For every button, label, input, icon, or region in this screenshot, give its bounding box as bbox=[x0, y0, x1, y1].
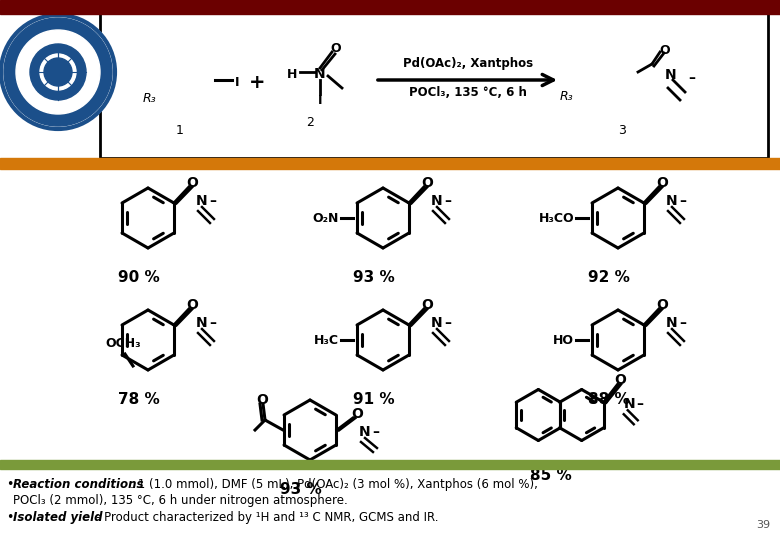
Text: Isolated yield: Isolated yield bbox=[13, 511, 102, 524]
Text: - Product characterized by ¹H and ¹³ C NMR, GCMS and IR.: - Product characterized by ¹H and ¹³ C N… bbox=[96, 511, 438, 524]
Text: Reaction conditions: Reaction conditions bbox=[13, 478, 144, 491]
Text: R₃: R₃ bbox=[560, 90, 573, 103]
Text: –: – bbox=[679, 316, 686, 330]
Text: 3: 3 bbox=[618, 124, 626, 137]
Text: H: H bbox=[287, 68, 297, 80]
Text: O: O bbox=[186, 298, 198, 312]
Text: N: N bbox=[314, 67, 326, 81]
Bar bbox=[100, 10, 768, 158]
Text: N: N bbox=[431, 316, 442, 330]
Text: •: • bbox=[6, 511, 13, 524]
Text: R₃: R₃ bbox=[143, 91, 157, 105]
Text: POCl₃, 135 °C, 6 h: POCl₃, 135 °C, 6 h bbox=[409, 85, 527, 98]
Text: 90 %: 90 % bbox=[118, 271, 160, 286]
Text: O: O bbox=[660, 44, 670, 57]
Text: –: – bbox=[209, 316, 216, 330]
Text: –: – bbox=[209, 194, 216, 208]
Text: –: – bbox=[636, 397, 643, 411]
Text: I: I bbox=[317, 93, 322, 106]
Text: I: I bbox=[235, 76, 239, 89]
Text: 78 %: 78 % bbox=[118, 393, 160, 408]
Text: +: + bbox=[249, 72, 265, 91]
Circle shape bbox=[16, 30, 100, 114]
Text: O: O bbox=[656, 176, 668, 190]
Text: N: N bbox=[431, 194, 442, 208]
Text: O: O bbox=[656, 298, 668, 312]
Text: 2: 2 bbox=[306, 116, 314, 129]
Text: Pd(OAc)₂, Xantphos: Pd(OAc)₂, Xantphos bbox=[403, 57, 533, 71]
Circle shape bbox=[40, 54, 76, 90]
Text: –: – bbox=[679, 194, 686, 208]
Text: •: • bbox=[6, 478, 13, 491]
Text: N: N bbox=[196, 194, 207, 208]
Text: 85 %: 85 % bbox=[530, 468, 572, 483]
Circle shape bbox=[4, 18, 112, 126]
Text: N: N bbox=[359, 425, 370, 439]
Text: O: O bbox=[421, 176, 433, 190]
Text: 93 %: 93 % bbox=[353, 271, 395, 286]
Text: N: N bbox=[666, 194, 678, 208]
Text: 1: 1 bbox=[176, 124, 184, 137]
Text: O: O bbox=[421, 298, 433, 312]
Text: O: O bbox=[256, 393, 268, 407]
Text: –: – bbox=[372, 425, 379, 439]
Text: N: N bbox=[624, 397, 636, 411]
Circle shape bbox=[30, 44, 86, 100]
Text: N: N bbox=[196, 316, 207, 330]
Text: 91 %: 91 % bbox=[353, 393, 395, 408]
Text: H₃CO: H₃CO bbox=[538, 212, 574, 225]
Text: 88 %: 88 % bbox=[588, 393, 629, 408]
Text: O: O bbox=[186, 176, 198, 190]
Bar bbox=[0, 0, 780, 14]
Text: O: O bbox=[351, 407, 363, 421]
Text: O: O bbox=[331, 42, 342, 55]
Bar bbox=[0, 158, 780, 169]
Circle shape bbox=[0, 14, 116, 130]
Text: 39: 39 bbox=[756, 520, 770, 530]
Text: –: – bbox=[444, 194, 451, 208]
Text: OCH₃: OCH₃ bbox=[105, 338, 141, 350]
Text: H₃C: H₃C bbox=[314, 334, 339, 347]
Text: N: N bbox=[666, 316, 678, 330]
Text: –: – bbox=[688, 71, 695, 85]
Circle shape bbox=[44, 58, 72, 86]
Text: POCl₃ (2 mmol), 135 °C, 6 h under nitrogen atmosphere.: POCl₃ (2 mmol), 135 °C, 6 h under nitrog… bbox=[13, 494, 348, 507]
Bar bbox=[0, 460, 780, 469]
Text: HO: HO bbox=[553, 334, 574, 347]
Text: O₂N: O₂N bbox=[313, 212, 339, 225]
Text: N: N bbox=[665, 68, 676, 82]
Text: 93 %: 93 % bbox=[280, 483, 321, 497]
Text: O: O bbox=[614, 373, 626, 387]
Text: : 1 (1.0 mmol), DMF (5 mL), Pd(OAc)₂ (3 mol %), Xantphos (6 mol %),: : 1 (1.0 mmol), DMF (5 mL), Pd(OAc)₂ (3 … bbox=[130, 478, 538, 491]
Text: –: – bbox=[444, 316, 451, 330]
Text: 92 %: 92 % bbox=[588, 271, 630, 286]
